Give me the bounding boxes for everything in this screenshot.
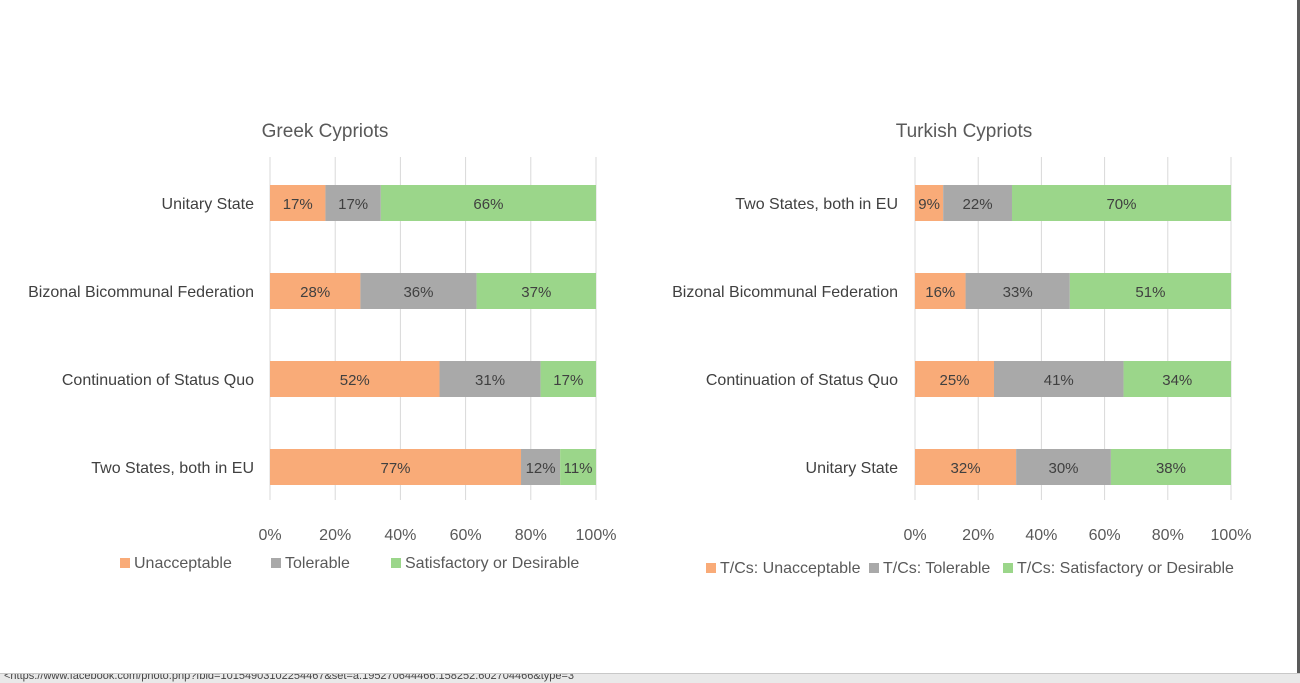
legend-swatch <box>869 563 879 573</box>
x-tick-label: 60% <box>450 527 482 544</box>
bar-data-label: 11% <box>564 460 593 477</box>
bar-segment <box>1069 273 1231 309</box>
bar-segment <box>1123 361 1231 397</box>
bar-data-label: 33% <box>1003 284 1033 301</box>
bar-segment <box>476 273 596 309</box>
x-tick-label: 80% <box>515 527 547 544</box>
status-url: <https://www.facebook.com/photo.php?fbid… <box>4 673 575 682</box>
category-label: Bizonal Bicommunal Federation <box>28 284 254 301</box>
legend-swatch <box>120 558 130 568</box>
bar-segment <box>270 185 326 221</box>
bar-data-label: 32% <box>951 460 981 477</box>
chart-title: Turkish Cypriots <box>896 121 1033 142</box>
bar-segment <box>360 273 477 309</box>
category-label: Unitary State <box>806 460 899 477</box>
category-label: Continuation of Status Quo <box>62 372 254 389</box>
bar-segment <box>994 361 1124 397</box>
bar-segment <box>915 273 966 309</box>
bar-data-label: 17% <box>283 196 313 213</box>
legend-label: T/Cs: Satisfactory or Desirable <box>1017 560 1234 577</box>
bar-data-label: 12% <box>526 460 556 477</box>
bar-segment <box>540 361 596 397</box>
category-label: Two States, both in EU <box>735 196 898 213</box>
legend-label: T/Cs: Tolerable <box>883 560 990 577</box>
x-tick-label: 40% <box>384 527 416 544</box>
chart-title: Greek Cypriots <box>262 121 389 142</box>
bar-data-label: 41% <box>1044 372 1074 389</box>
legend-label: T/Cs: Unacceptable <box>720 560 861 577</box>
x-tick-label: 20% <box>962 527 994 544</box>
bar-segment <box>943 185 1012 221</box>
turkish-cypriots-chart: 0% 20% 40% 60% 80% 100% Turkish Cypriots Two St… <box>672 121 1251 577</box>
bar-segment <box>915 361 994 397</box>
category-label: Two States, both in EU <box>91 460 254 477</box>
greek-cypriots-chart: 0% 20% 40% 60% 80% 100% Greek Cypriots Unitary … <box>28 121 616 572</box>
bar-segment <box>1011 185 1231 221</box>
bar-data-label: 52% <box>340 372 370 389</box>
bar-data-label: 17% <box>338 196 368 213</box>
bar-data-label: 17% <box>553 372 583 389</box>
status-bar: <https://www.facebook.com/photo.php?fbid… <box>0 673 1300 683</box>
x-tick-label: 100% <box>576 527 617 544</box>
bar-data-label: 34% <box>1162 372 1192 389</box>
bar-segment <box>270 361 440 397</box>
bar-data-label: 30% <box>1049 460 1079 477</box>
x-tick-label: 0% <box>903 527 926 544</box>
legend-swatch <box>271 558 281 568</box>
bar-data-label: 16% <box>925 284 955 301</box>
bar-data-label: 22% <box>963 196 993 213</box>
bar-data-label: 37% <box>521 284 551 301</box>
bar-segment <box>521 449 561 485</box>
x-tick-label: 100% <box>1211 527 1252 544</box>
bar-data-label: 51% <box>1135 284 1165 301</box>
x-tick-label: 80% <box>1152 527 1184 544</box>
x-tick-label: 20% <box>319 527 351 544</box>
legend-swatch <box>391 558 401 568</box>
legend-label: Tolerable <box>285 555 350 572</box>
category-label: Unitary State <box>162 196 255 213</box>
bar-segment <box>915 185 944 221</box>
x-tick-label: 0% <box>258 527 281 544</box>
legend-label: Satisfactory or Desirable <box>405 555 579 572</box>
bar-data-label: 31% <box>475 372 505 389</box>
bar-segment <box>380 185 596 221</box>
legend-label: Unacceptable <box>134 555 232 572</box>
bar-data-label: 9% <box>918 196 940 213</box>
legend-swatch <box>706 563 716 573</box>
bar-segment <box>439 361 541 397</box>
window-edge <box>1297 0 1300 682</box>
x-tick-label: 60% <box>1089 527 1121 544</box>
bar-data-label: 77% <box>380 460 410 477</box>
x-tick-label: 40% <box>1025 527 1057 544</box>
category-label: Bizonal Bicommunal Federation <box>672 284 898 301</box>
bar-segment <box>270 449 522 485</box>
bar-segment <box>560 449 596 485</box>
bar-segment <box>915 449 1017 485</box>
bar-data-label: 25% <box>939 372 969 389</box>
category-label: Continuation of Status Quo <box>706 372 898 389</box>
bar-data-label: 70% <box>1106 196 1136 213</box>
bar-segment <box>270 273 361 309</box>
bar-segment <box>965 273 1070 309</box>
legend-swatch <box>1003 563 1013 573</box>
bar-segment <box>325 185 381 221</box>
bar-data-label: 36% <box>403 284 433 301</box>
bar-segment <box>1016 449 1111 485</box>
bar-data-label: 66% <box>473 196 503 213</box>
bar-data-label: 38% <box>1156 460 1186 477</box>
bar-data-label: 28% <box>300 284 330 301</box>
bar-segment <box>1110 449 1231 485</box>
